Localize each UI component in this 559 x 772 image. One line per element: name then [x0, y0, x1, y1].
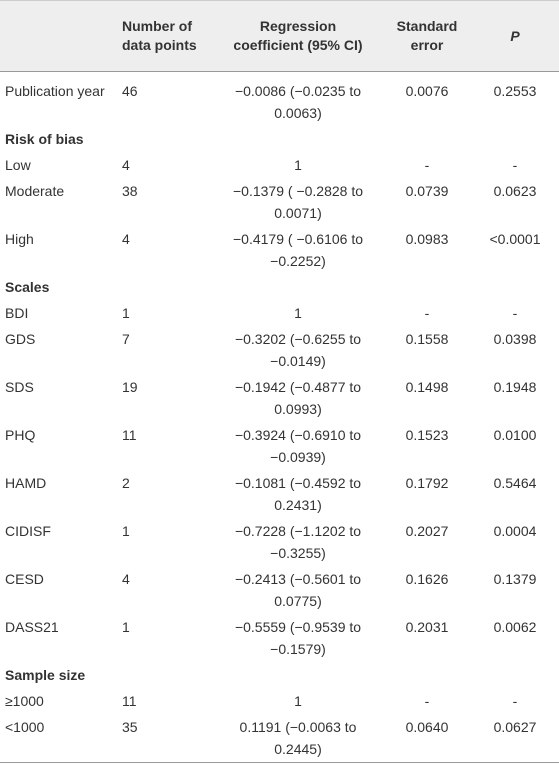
data-row: GDS 7 −0.3202 (−0.6255 to −0.0149) 0.1558 0.… [0, 326, 559, 374]
cell: <1000 [5, 719, 45, 735]
data-row: Publication year 46 −0.0086 (−0.0235 to 0.… [0, 72, 559, 127]
data-row: SDS 19 −0.1942 (−0.4877 to 0.0993) 0.1498 0.… [0, 374, 559, 422]
header-cell: Standard error [383, 0, 471, 72]
cell: 0.0100 [493, 427, 537, 443]
cell: 0.2027 [405, 523, 449, 539]
cell: Publication year [5, 83, 105, 99]
cell: 0.0623 [493, 183, 537, 199]
cell: 0.0076 [405, 83, 449, 99]
cell: 11 [122, 427, 137, 443]
cell: 46 [122, 83, 138, 99]
cell: 1 [122, 619, 130, 635]
section-label: Scales [5, 279, 50, 295]
cell: 0.0983 [405, 231, 449, 247]
cell: 0.1191 (−0.0063 to 0.2445) [239, 719, 357, 757]
cell: - [424, 693, 430, 709]
cell: BDI [5, 305, 29, 321]
cell: 0.0398 [493, 331, 537, 347]
cell: 0.5464 [493, 475, 537, 491]
cell: 0.0739 [405, 183, 449, 199]
cell: 0.0062 [493, 619, 537, 635]
data-row: PHQ 11 −0.3924 (−0.6910 to −0.0939) 0.1523 0… [0, 422, 559, 470]
cell: SDS [5, 379, 34, 395]
header-row: Number of data points Regression coeffici… [0, 0, 559, 72]
cell: HAMD [5, 475, 47, 491]
cell: 0.1948 [493, 379, 537, 395]
cell: 1 [294, 305, 302, 321]
cell: 19 [122, 379, 138, 395]
section-row: Risk of bias [0, 126, 559, 152]
cell: 1 [294, 693, 302, 709]
data-row: ≥1000 11 1- - [0, 688, 559, 714]
cell: 0.1792 [405, 475, 449, 491]
data-row: <1000 35 0.1191 (−0.0063 to 0.2445) 0.0640 0… [0, 714, 559, 763]
cell: ≥1000 [5, 693, 44, 709]
cell: 0.1558 [405, 331, 449, 347]
cell: Moderate [5, 183, 65, 199]
data-row: High 4 −0.4179 ( −0.6106 to −0.2252) 0.0983… [0, 226, 559, 274]
cell: PHQ [5, 427, 36, 443]
cell: 4 [122, 231, 130, 247]
cell: 2 [122, 475, 130, 491]
cell: High [5, 231, 34, 247]
cell: −0.1942 (−0.4877 to 0.0993) [234, 379, 362, 417]
cell: GDS [5, 331, 36, 347]
cell: - [512, 693, 518, 709]
cell: 7 [122, 331, 130, 347]
cell: CIDISF [5, 523, 51, 539]
cell: −0.1379 ( −0.2828 to 0.0071) [233, 183, 363, 221]
cell: CESD [5, 571, 44, 587]
cell: −0.2413 (−0.5601 to 0.0775) [234, 571, 362, 609]
cell: 0.1498 [405, 379, 449, 395]
data-row: CIDISF 1 −0.7228 (−1.1202 to −0.3255) 0.202… [0, 518, 559, 566]
table-body: Publication year 46 −0.0086 (−0.0235 to 0.… [0, 72, 559, 763]
cell: 4 [122, 157, 130, 173]
cell: 0.0640 [405, 719, 449, 735]
cell: - [424, 305, 430, 321]
cell: −0.7228 (−1.1202 to −0.3255) [234, 523, 362, 561]
cell: 0.1379 [493, 571, 537, 587]
section-label: Sample size [5, 667, 86, 683]
data-row: BDI 1 1 - - [0, 300, 559, 326]
section-row: Sample size [0, 662, 559, 688]
cell: 0.2553 [493, 83, 537, 99]
cell: 0.1523 [405, 427, 449, 443]
cell: 38 [122, 183, 138, 199]
cell: 35 [122, 719, 138, 735]
cell: - [512, 305, 518, 321]
cell: 4 [122, 571, 130, 587]
cell: DASS21 [5, 619, 59, 635]
cell: −0.3924 (−0.6910 to −0.0939) [234, 427, 362, 465]
section-row: Scales [0, 274, 559, 300]
data-row: Moderate 38 −0.1379 ( −0.2828 to 0.0071) 0.… [0, 178, 559, 226]
header-cell: Number of data points [118, 0, 213, 72]
cell: −0.5559 (−0.9539 to −0.1579) [234, 619, 362, 657]
header-cell: P [471, 0, 559, 72]
header-cell: Regression coefficient (95% CI) [213, 0, 383, 72]
cell: 1 [294, 157, 302, 173]
data-row: HAMD 2 −0.1081 (−0.4592 to 0.2431) 0.1792 0.… [0, 470, 559, 518]
section-label: Risk of bias [5, 131, 84, 147]
cell: −0.3202 (−0.6255 to −0.0149) [234, 331, 362, 369]
cell: <0.0001 [489, 231, 541, 247]
cell: 0.0627 [493, 719, 537, 735]
cell: 0.2031 [405, 619, 449, 635]
cell: - [424, 157, 430, 173]
cell: −0.1081 (−0.4592 to 0.2431) [234, 475, 362, 513]
cell: - [512, 157, 518, 173]
data-row: Low 4 1 - - [0, 152, 559, 178]
cell: −0.0086 (−0.0235 to 0.0063) [234, 83, 362, 121]
cell: 0.0004 [493, 523, 537, 539]
cell: −0.4179 ( −0.6106 to −0.2252) [233, 231, 363, 269]
cell: 0.1626 [405, 571, 449, 587]
cell: 1 [122, 305, 130, 321]
header-cell [0, 0, 118, 72]
data-row: CESD 4 −0.2413 (−0.5601 to 0.0775) 0.1626 0.… [0, 566, 559, 614]
cell: 11 [122, 693, 137, 709]
cell: 1 [122, 523, 130, 539]
cell: Low [5, 157, 31, 173]
data-row: DASS21 1 −0.5559 (−0.9539 to −0.1579) 0.203… [0, 614, 559, 662]
